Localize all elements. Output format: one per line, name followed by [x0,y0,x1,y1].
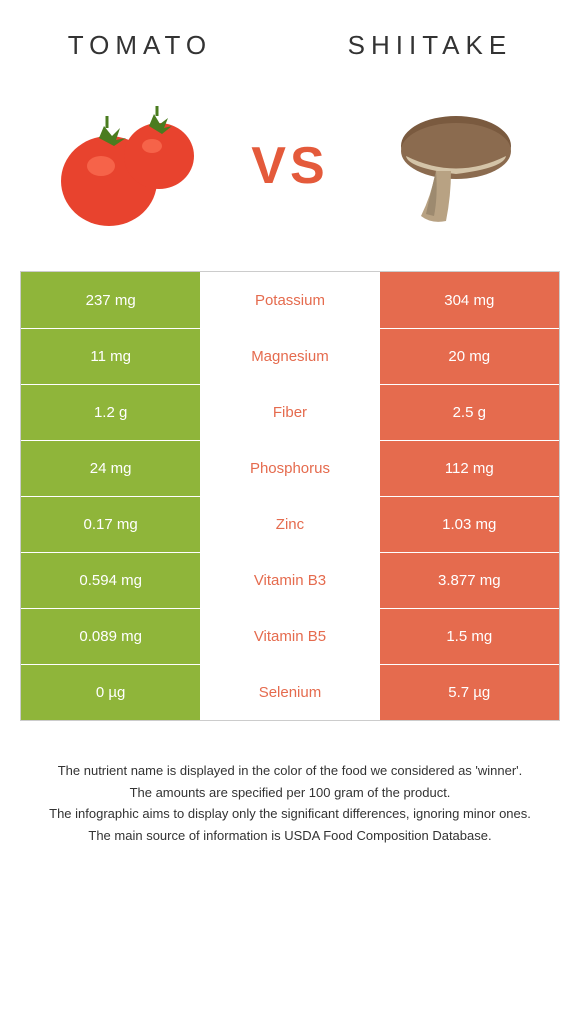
left-value: 1.2 g [21,385,200,440]
nutrient-name: Vitamin B5 [200,609,379,664]
table-row: 24 mgPhosphorus112 mg [21,440,559,496]
nutrient-table: 237 mgPotassium304 mg11 mgMagnesium20 mg… [20,271,560,721]
nutrient-name: Phosphorus [200,441,379,496]
images-row: VS [0,81,580,271]
right-value: 1.5 mg [380,609,559,664]
header: TOMATO SHIITAKE [0,0,580,81]
footnotes: The nutrient name is displayed in the co… [0,761,580,847]
right-food-title: SHIITAKE [348,30,513,61]
tomato-image [54,91,204,241]
right-value: 304 mg [380,272,559,328]
right-value: 20 mg [380,329,559,384]
footnote-line: The infographic aims to display only the… [30,804,550,824]
mushroom-icon [376,96,526,236]
table-row: 0.17 mgZinc1.03 mg [21,496,559,552]
right-value: 1.03 mg [380,497,559,552]
table-row: 1.2 gFiber2.5 g [21,384,559,440]
nutrient-name: Magnesium [200,329,379,384]
right-value: 5.7 µg [380,665,559,720]
nutrient-name: Vitamin B3 [200,553,379,608]
table-row: 11 mgMagnesium20 mg [21,328,559,384]
footnote-line: The amounts are specified per 100 gram o… [30,783,550,803]
right-value: 112 mg [380,441,559,496]
tomato-icon [54,96,204,236]
nutrient-name: Selenium [200,665,379,720]
right-value: 2.5 g [380,385,559,440]
left-value: 0.594 mg [21,553,200,608]
table-row: 0 µgSelenium5.7 µg [21,664,559,720]
nutrient-name: Fiber [200,385,379,440]
right-value: 3.877 mg [380,553,559,608]
left-value: 0.17 mg [21,497,200,552]
left-value: 0 µg [21,665,200,720]
footnote-line: The nutrient name is displayed in the co… [30,761,550,781]
left-value: 0.089 mg [21,609,200,664]
vs-label: VS [251,136,328,196]
nutrient-name: Zinc [200,497,379,552]
left-value: 237 mg [21,272,200,328]
left-value: 11 mg [21,329,200,384]
left-value: 24 mg [21,441,200,496]
nutrient-name: Potassium [200,272,379,328]
table-row: 0.089 mgVitamin B51.5 mg [21,608,559,664]
table-row: 0.594 mgVitamin B33.877 mg [21,552,559,608]
shiitake-image [376,91,526,241]
table-row: 237 mgPotassium304 mg [21,272,559,328]
left-food-title: TOMATO [68,30,212,61]
footnote-line: The main source of information is USDA F… [30,826,550,846]
